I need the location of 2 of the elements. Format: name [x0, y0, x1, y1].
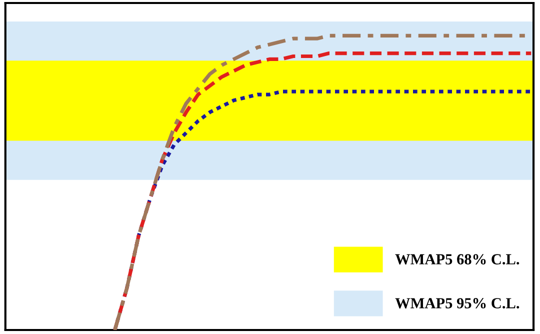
legend-label: WMAP5 95% C.L.: [395, 298, 520, 308]
legend-label: WMAP5 68% C.L.: [395, 254, 520, 265]
